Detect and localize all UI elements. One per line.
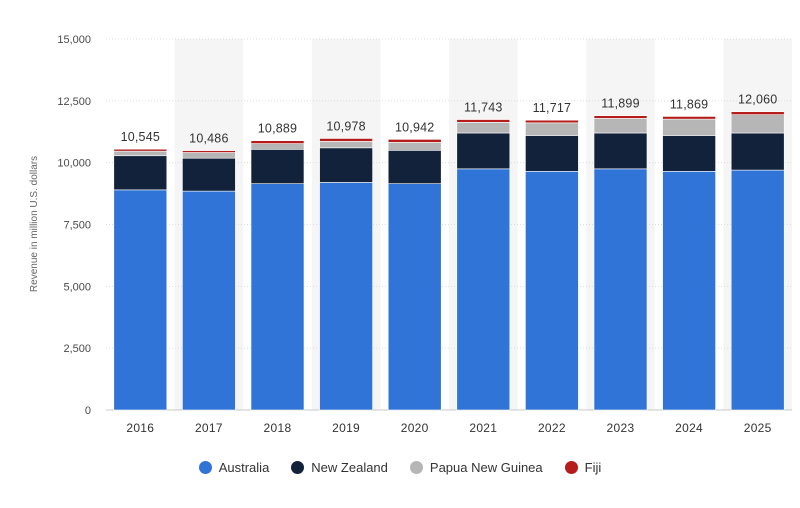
- total-labels: 10,545 10,486 10,889 10,978 10,942 11,743 11,7…: [121, 93, 778, 146]
- bar-fiji-2018[interactable]: [250, 140, 305, 144]
- y-axis-label: Revenue in million U.S. dollars: [29, 156, 40, 292]
- total-label-2020: 10,942: [395, 120, 434, 134]
- legend-dot-new-zealand: [291, 461, 305, 474]
- x-tick-label-2018: 2018: [264, 421, 292, 435]
- bar-fiji-2025[interactable]: [730, 111, 785, 115]
- y-tick-label: 0: [85, 405, 91, 417]
- legend-dot-papua-new-guinea: [409, 461, 423, 474]
- legend-dot-fiji: [564, 461, 578, 474]
- bar-papua-new-guinea-2023[interactable]: [593, 118, 648, 134]
- bar-australia-2025[interactable]: [730, 169, 785, 411]
- bar-australia-2020[interactable]: [387, 183, 442, 411]
- bar-australia-2021[interactable]: [456, 168, 511, 411]
- x-tick-label-2020: 2020: [401, 421, 429, 435]
- total-label-2021: 11,743: [464, 101, 503, 115]
- bar-fiji-2022[interactable]: [525, 119, 579, 124]
- bar-fiji-2021[interactable]: [456, 119, 511, 123]
- y-tick-label: 2,500: [63, 343, 91, 355]
- bar-new-zealand-2020[interactable]: [387, 150, 442, 184]
- bar-new-zealand-2019[interactable]: [319, 147, 373, 183]
- legend: Australia New Zealand Papua New Guinea F…: [0, 460, 800, 475]
- legend-item-australia[interactable]: Australia: [198, 460, 270, 475]
- bar-australia-2023[interactable]: [593, 168, 648, 411]
- bar-new-zealand-2022[interactable]: [525, 135, 579, 172]
- x-tick-label-2024: 2024: [675, 421, 703, 435]
- bar-fiji-2023[interactable]: [593, 115, 648, 119]
- legend-label-new-zealand: New Zealand: [311, 460, 388, 475]
- bar-new-zealand-2021[interactable]: [456, 132, 511, 170]
- bar-new-zealand-2024[interactable]: [662, 135, 716, 172]
- y-tick-label: 12,500: [57, 96, 91, 108]
- y-tick-label: 7,500: [63, 220, 91, 232]
- bar-fiji-2016[interactable]: [113, 148, 168, 152]
- x-axis-ticks: 2016 2017 2018 2019 2020 2021 2022 2023 2024 2025: [126, 421, 771, 435]
- bar-australia-2024[interactable]: [662, 171, 716, 411]
- bar-australia-2018[interactable]: [250, 183, 305, 411]
- bar-fiji-2020[interactable]: [387, 139, 442, 143]
- y-tick-label: 10,000: [57, 158, 91, 170]
- x-tick-label-2016: 2016: [126, 421, 154, 435]
- total-label-2023: 11,899: [601, 97, 640, 111]
- x-tick-label-2022: 2022: [538, 421, 566, 435]
- bar-new-zealand-2017[interactable]: [182, 157, 236, 192]
- bar-papua-new-guinea-2021[interactable]: [456, 122, 511, 134]
- bar-new-zealand-2025[interactable]: [730, 132, 785, 171]
- bar-new-zealand-2016[interactable]: [113, 155, 168, 191]
- x-tick-label-2025: 2025: [744, 421, 772, 435]
- y-tick-label: 15,000: [57, 34, 91, 46]
- legend-label-papua-new-guinea: Papua New Guinea: [429, 460, 543, 475]
- total-label-2024: 11,869: [670, 97, 709, 111]
- bar-papua-new-guinea-2025[interactable]: [730, 114, 785, 134]
- bar-fiji-2024[interactable]: [662, 116, 716, 120]
- legend-label-australia: Australia: [218, 460, 270, 475]
- legend-dot-australia: [198, 461, 212, 474]
- bar-papua-new-guinea-2022[interactable]: [525, 122, 579, 136]
- total-label-2022: 11,717: [533, 101, 572, 115]
- bar-papua-new-guinea-2020[interactable]: [387, 142, 442, 151]
- total-label-2025: 12,060: [738, 93, 777, 107]
- bar-papua-new-guinea-2017[interactable]: [182, 152, 236, 159]
- legend-item-fiji[interactable]: Fiji: [564, 460, 602, 475]
- bar-papua-new-guinea-2024[interactable]: [662, 118, 716, 136]
- y-tick-label: 5,000: [63, 281, 91, 293]
- x-tick-label-2017: 2017: [195, 421, 223, 435]
- bar-australia-2016[interactable]: [113, 189, 168, 411]
- bar-new-zealand-2023[interactable]: [593, 132, 648, 170]
- y-axis-ticks: 0 2,500 5,000 7,500 10,000 12,500 15,000: [57, 34, 91, 417]
- bar-papua-new-guinea-2019[interactable]: [319, 141, 373, 149]
- x-tick-label-2021: 2021: [469, 421, 497, 435]
- bar-australia-2019[interactable]: [319, 182, 373, 411]
- bar-australia-2022[interactable]: [525, 171, 579, 411]
- total-label-2018: 10,889: [258, 122, 297, 136]
- legend-item-papua-new-guinea[interactable]: Papua New Guinea: [409, 460, 543, 475]
- bar-australia-2017[interactable]: [182, 190, 236, 411]
- bar-fiji-2017[interactable]: [182, 150, 236, 153]
- bars: [113, 111, 785, 411]
- bar-fiji-2019[interactable]: [319, 138, 373, 142]
- legend-item-new-zealand[interactable]: New Zealand: [291, 460, 388, 475]
- x-tick-label-2023: 2023: [607, 421, 635, 435]
- x-tick-label-2019: 2019: [332, 421, 360, 435]
- bar-papua-new-guinea-2018[interactable]: [250, 143, 305, 150]
- bar-papua-new-guinea-2016[interactable]: [113, 150, 168, 157]
- bar-new-zealand-2018[interactable]: [250, 149, 305, 184]
- total-label-2019: 10,978: [326, 119, 365, 133]
- legend-label-fiji: Fiji: [584, 460, 602, 475]
- total-label-2017: 10,486: [189, 132, 228, 146]
- total-label-2016: 10,545: [121, 130, 160, 144]
